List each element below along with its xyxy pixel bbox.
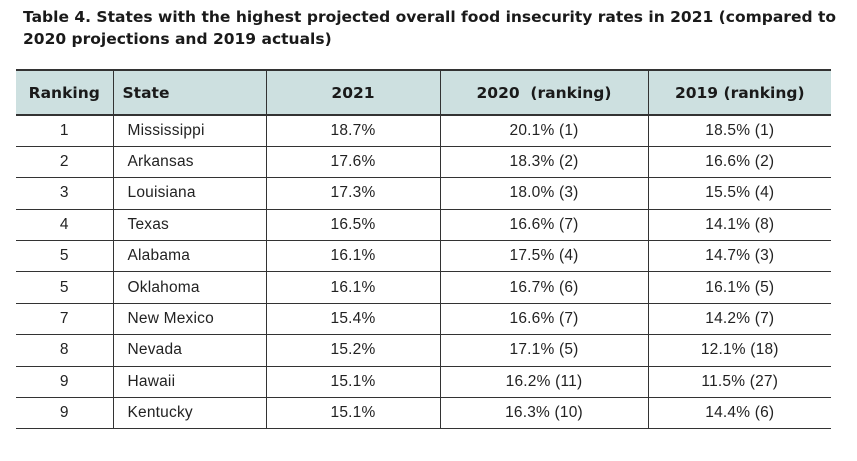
cell-state: Arkansas [113, 146, 267, 179]
table-caption: Table 4. States with the highest project… [23, 8, 837, 48]
cell-ranking: 5 [16, 271, 114, 304]
cell-2020: 16.7% (6) [440, 271, 649, 304]
cell-2019: 12.1% (18) [648, 334, 831, 367]
cell-2019: 15.5% (4) [648, 177, 831, 210]
cell-2020: 17.1% (5) [440, 334, 649, 367]
cell-2021: 15.2% [266, 334, 441, 367]
cell-state: Oklahoma [113, 271, 267, 304]
cell-2021: 16.1% [266, 271, 441, 304]
table-row: 3 Louisiana 17.3% 18.0% (3) 15.5% (4) [16, 177, 831, 210]
table-row: 5 Alabama 16.1% 17.5% (4) 14.7% (3) [16, 240, 831, 273]
table-row: 7 New Mexico 15.4% 16.6% (7) 14.2% (7) [16, 303, 831, 336]
cell-2020: 16.2% (11) [440, 366, 649, 399]
cell-2019: 16.6% (2) [648, 146, 831, 179]
cell-2021: 15.1% [266, 366, 441, 399]
cell-2019: 18.5% (1) [648, 115, 831, 147]
cell-ranking: 1 [16, 115, 114, 147]
cell-2019: 11.5% (27) [648, 366, 831, 399]
cell-2021: 15.1% [266, 397, 441, 430]
cell-state: New Mexico [113, 303, 267, 336]
header-row: Ranking State 2021 2020 (ranking) 2019 (… [16, 69, 831, 116]
header-2021: 2021 [266, 69, 441, 116]
table-body: 1 Mississippi 18.7% 20.1% (1) 18.5% (1) 2 Arka… [16, 115, 831, 430]
cell-state: Hawaii [113, 366, 267, 399]
cell-ranking: 9 [16, 397, 114, 430]
cell-state: Louisiana [113, 177, 267, 210]
cell-state: Kentucky [113, 397, 267, 430]
cell-2019: 14.7% (3) [648, 240, 831, 273]
cell-2020: 18.3% (2) [440, 146, 649, 179]
cell-ranking: 5 [16, 240, 114, 273]
table-row: 5 Oklahoma 16.1% 16.7% (6) 16.1% (5) [16, 271, 831, 304]
cell-2021: 16.5% [266, 209, 441, 242]
cell-2019: 14.2% (7) [648, 303, 831, 336]
cell-2021: 15.4% [266, 303, 441, 336]
cell-ranking: 8 [16, 334, 114, 367]
table-row: 9 Kentucky 15.1% 16.3% (10) 14.4% (6) [16, 397, 831, 430]
cell-2020: 20.1% (1) [440, 115, 649, 147]
cell-2021: 18.7% [266, 115, 441, 147]
table-row: 9 Hawaii 15.1% 16.2% (11) 11.5% (27) [16, 366, 831, 399]
table-row: 8 Nevada 15.2% 17.1% (5) 12.1% (18) [16, 334, 831, 367]
cell-state: Texas [113, 209, 267, 242]
cell-ranking: 4 [16, 209, 114, 242]
cell-2021: 16.1% [266, 240, 441, 273]
food-insecurity-table: Ranking State 2021 2020 (ranking) 2019 (… [16, 69, 831, 430]
cell-ranking: 2 [16, 146, 114, 179]
cell-2019: 14.4% (6) [648, 397, 831, 430]
header-state: State [113, 69, 267, 116]
cell-ranking: 7 [16, 303, 114, 336]
cell-2019: 16.1% (5) [648, 271, 831, 304]
cell-ranking: 3 [16, 177, 114, 210]
cell-2020: 16.3% (10) [440, 397, 649, 430]
cell-ranking: 9 [16, 366, 114, 399]
cell-2019: 14.1% (8) [648, 209, 831, 242]
table-row: 2 Arkansas 17.6% 18.3% (2) 16.6% (2) [16, 146, 831, 179]
cell-state: Alabama [113, 240, 267, 273]
cell-state: Mississippi [113, 115, 267, 147]
cell-2021: 17.3% [266, 177, 441, 210]
header-2019: 2019 (ranking) [648, 69, 831, 116]
header-2020: 2020 (ranking) [440, 69, 649, 116]
cell-state: Nevada [113, 334, 267, 367]
cell-2020: 18.0% (3) [440, 177, 649, 210]
table-row: 1 Mississippi 18.7% 20.1% (1) 18.5% (1) [16, 115, 831, 147]
cell-2021: 17.6% [266, 146, 441, 179]
cell-2020: 16.6% (7) [440, 303, 649, 336]
cell-2020: 17.5% (4) [440, 240, 649, 273]
cell-2020: 16.6% (7) [440, 209, 649, 242]
table-row: 4 Texas 16.5% 16.6% (7) 14.1% (8) [16, 209, 831, 242]
header-ranking: Ranking [16, 69, 114, 116]
